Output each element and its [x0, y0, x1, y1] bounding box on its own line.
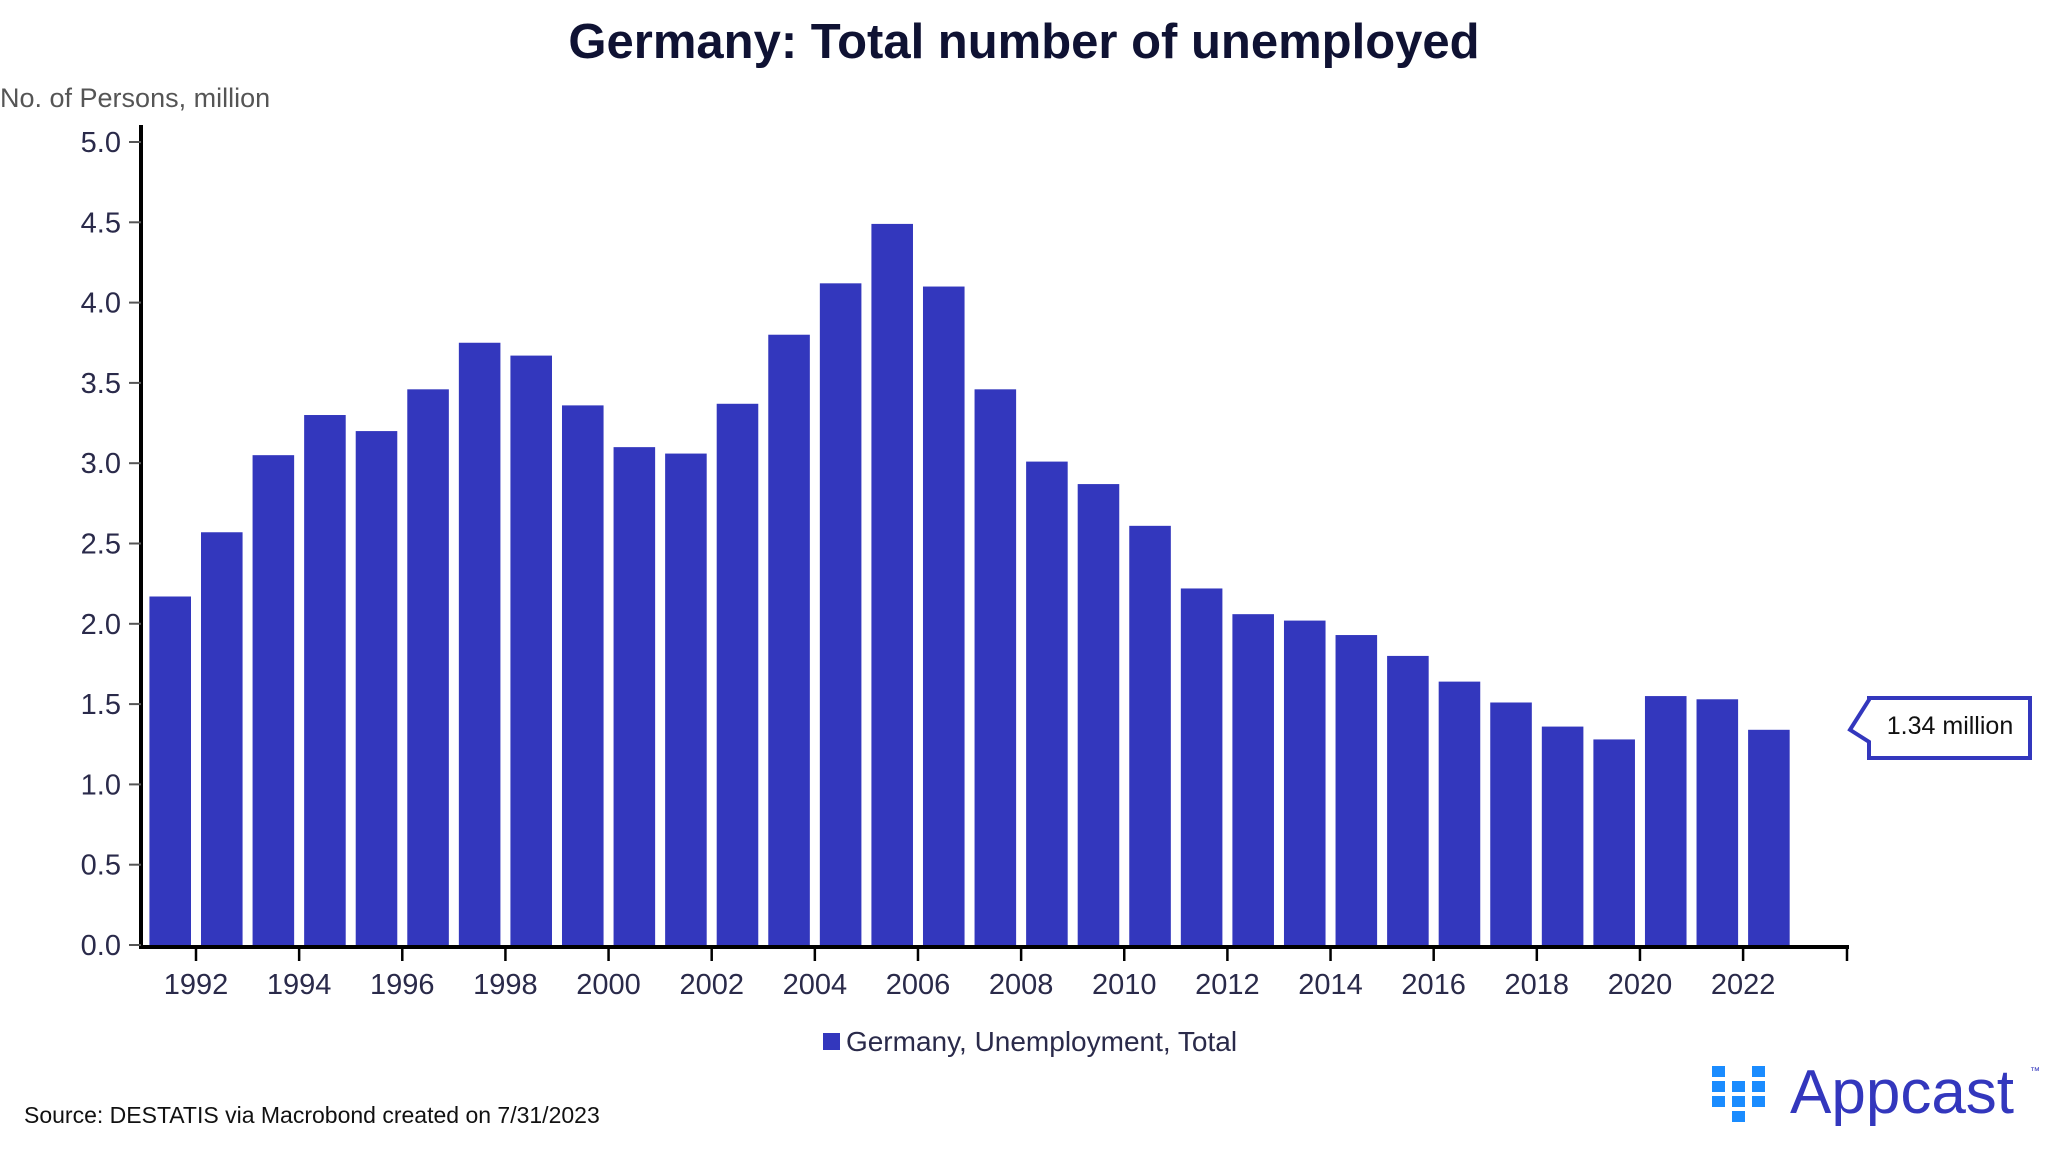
- bar-1998: [510, 355, 552, 945]
- logo-trademark: ™: [2030, 1066, 2040, 1077]
- bar-2020: [1644, 696, 1687, 945]
- bar-2002: [716, 403, 759, 945]
- bar-1999: [561, 405, 604, 945]
- logo-square: [1752, 1066, 1765, 1077]
- x-tick-label: 2002: [679, 969, 744, 1001]
- bar-1992: [201, 532, 243, 945]
- x-tick-label: 2000: [576, 969, 641, 1001]
- x-tick-label: 2016: [1401, 969, 1466, 1001]
- chart-title: Germany: Total number of unemployed: [568, 15, 1480, 69]
- x-tick-label: 2020: [1608, 969, 1673, 1001]
- logo-square: [1732, 1111, 1745, 1122]
- legend-swatch: [822, 1033, 840, 1050]
- logo-square: [1732, 1096, 1745, 1107]
- bar-2004: [819, 283, 862, 945]
- legend-label: Germany, Unemployment, Total: [845, 1026, 1238, 1057]
- x-tick-label: 2004: [783, 969, 848, 1001]
- x-tick-label: 1994: [267, 969, 332, 1001]
- x-tick-label: 2008: [989, 969, 1054, 1001]
- logo-square: [1752, 1096, 1765, 1107]
- last-value-callout-box: [1847, 696, 2032, 760]
- bar-2021: [1696, 699, 1739, 945]
- bar-2010: [1129, 525, 1171, 945]
- y-tick-label: 1.0: [81, 769, 121, 801]
- x-tick-label: 1998: [473, 969, 538, 1001]
- bar-2011: [1180, 588, 1223, 945]
- bar-2009: [1077, 484, 1120, 945]
- x-tick-label: 2014: [1298, 969, 1363, 1001]
- bar-2007: [974, 389, 1017, 946]
- bar-2016: [1438, 681, 1481, 945]
- x-tick-label: 2006: [886, 969, 951, 1001]
- y-tick-label: 3.5: [81, 368, 121, 400]
- logo-square: [1732, 1081, 1745, 1092]
- last-value-callout-text: 1.34 million: [1886, 712, 2014, 740]
- bar-1994: [304, 415, 346, 945]
- x-tick-label: 2010: [1092, 969, 1157, 1001]
- bar-1997: [458, 342, 501, 945]
- bar-2022: [1748, 729, 1790, 945]
- y-axis-label: No. of Persons, million: [0, 83, 271, 113]
- x-tick-label: 1992: [164, 969, 229, 1001]
- x-tick-label: 2012: [1195, 969, 1260, 1001]
- logo-square: [1712, 1096, 1725, 1107]
- x-tick-label: 2022: [1711, 969, 1776, 1001]
- bar-2015: [1387, 655, 1429, 945]
- y-tick-label: 2.5: [81, 529, 121, 561]
- x-tick-label: 1996: [370, 969, 435, 1001]
- bar-2018: [1541, 726, 1584, 945]
- bar-2003: [768, 334, 810, 946]
- bar-2012: [1232, 614, 1274, 945]
- bar-2008: [1026, 461, 1068, 945]
- y-tick-label: 4.5: [81, 207, 121, 239]
- bar-2014: [1335, 635, 1378, 945]
- logo-square: [1752, 1081, 1765, 1092]
- bar-2006: [922, 286, 965, 945]
- logo-square: [1712, 1066, 1725, 1077]
- bar-2000: [613, 447, 656, 945]
- y-tick-label: 0.5: [81, 850, 121, 882]
- appcast-logo-icon: [1712, 1066, 1765, 1122]
- y-tick-label: 3.0: [81, 448, 121, 480]
- source-note: Source: DESTATIS via Macrobond created o…: [24, 1102, 600, 1128]
- bar-2013: [1283, 620, 1326, 945]
- bar-2017: [1490, 702, 1532, 945]
- logo-square: [1712, 1081, 1725, 1092]
- y-tick-label: 4.0: [81, 288, 121, 320]
- x-tick-label: 2018: [1505, 969, 1570, 1001]
- bar-2019: [1593, 739, 1635, 945]
- y-tick-label: 1.5: [81, 689, 121, 721]
- bar-1995: [355, 431, 398, 946]
- y-tick-label: 0.0: [81, 930, 121, 962]
- bar-1991: [149, 596, 191, 945]
- legend: Germany, Unemployment, Total: [0, 1026, 2048, 1058]
- bar-2001: [665, 453, 707, 945]
- bar-1996: [407, 389, 449, 946]
- logo-text: Appcast: [1790, 1058, 2015, 1127]
- bar-2005: [871, 223, 913, 945]
- bar-1993: [252, 455, 295, 945]
- y-tick-label: 5.0: [81, 127, 121, 159]
- y-tick-label: 2.0: [81, 609, 121, 641]
